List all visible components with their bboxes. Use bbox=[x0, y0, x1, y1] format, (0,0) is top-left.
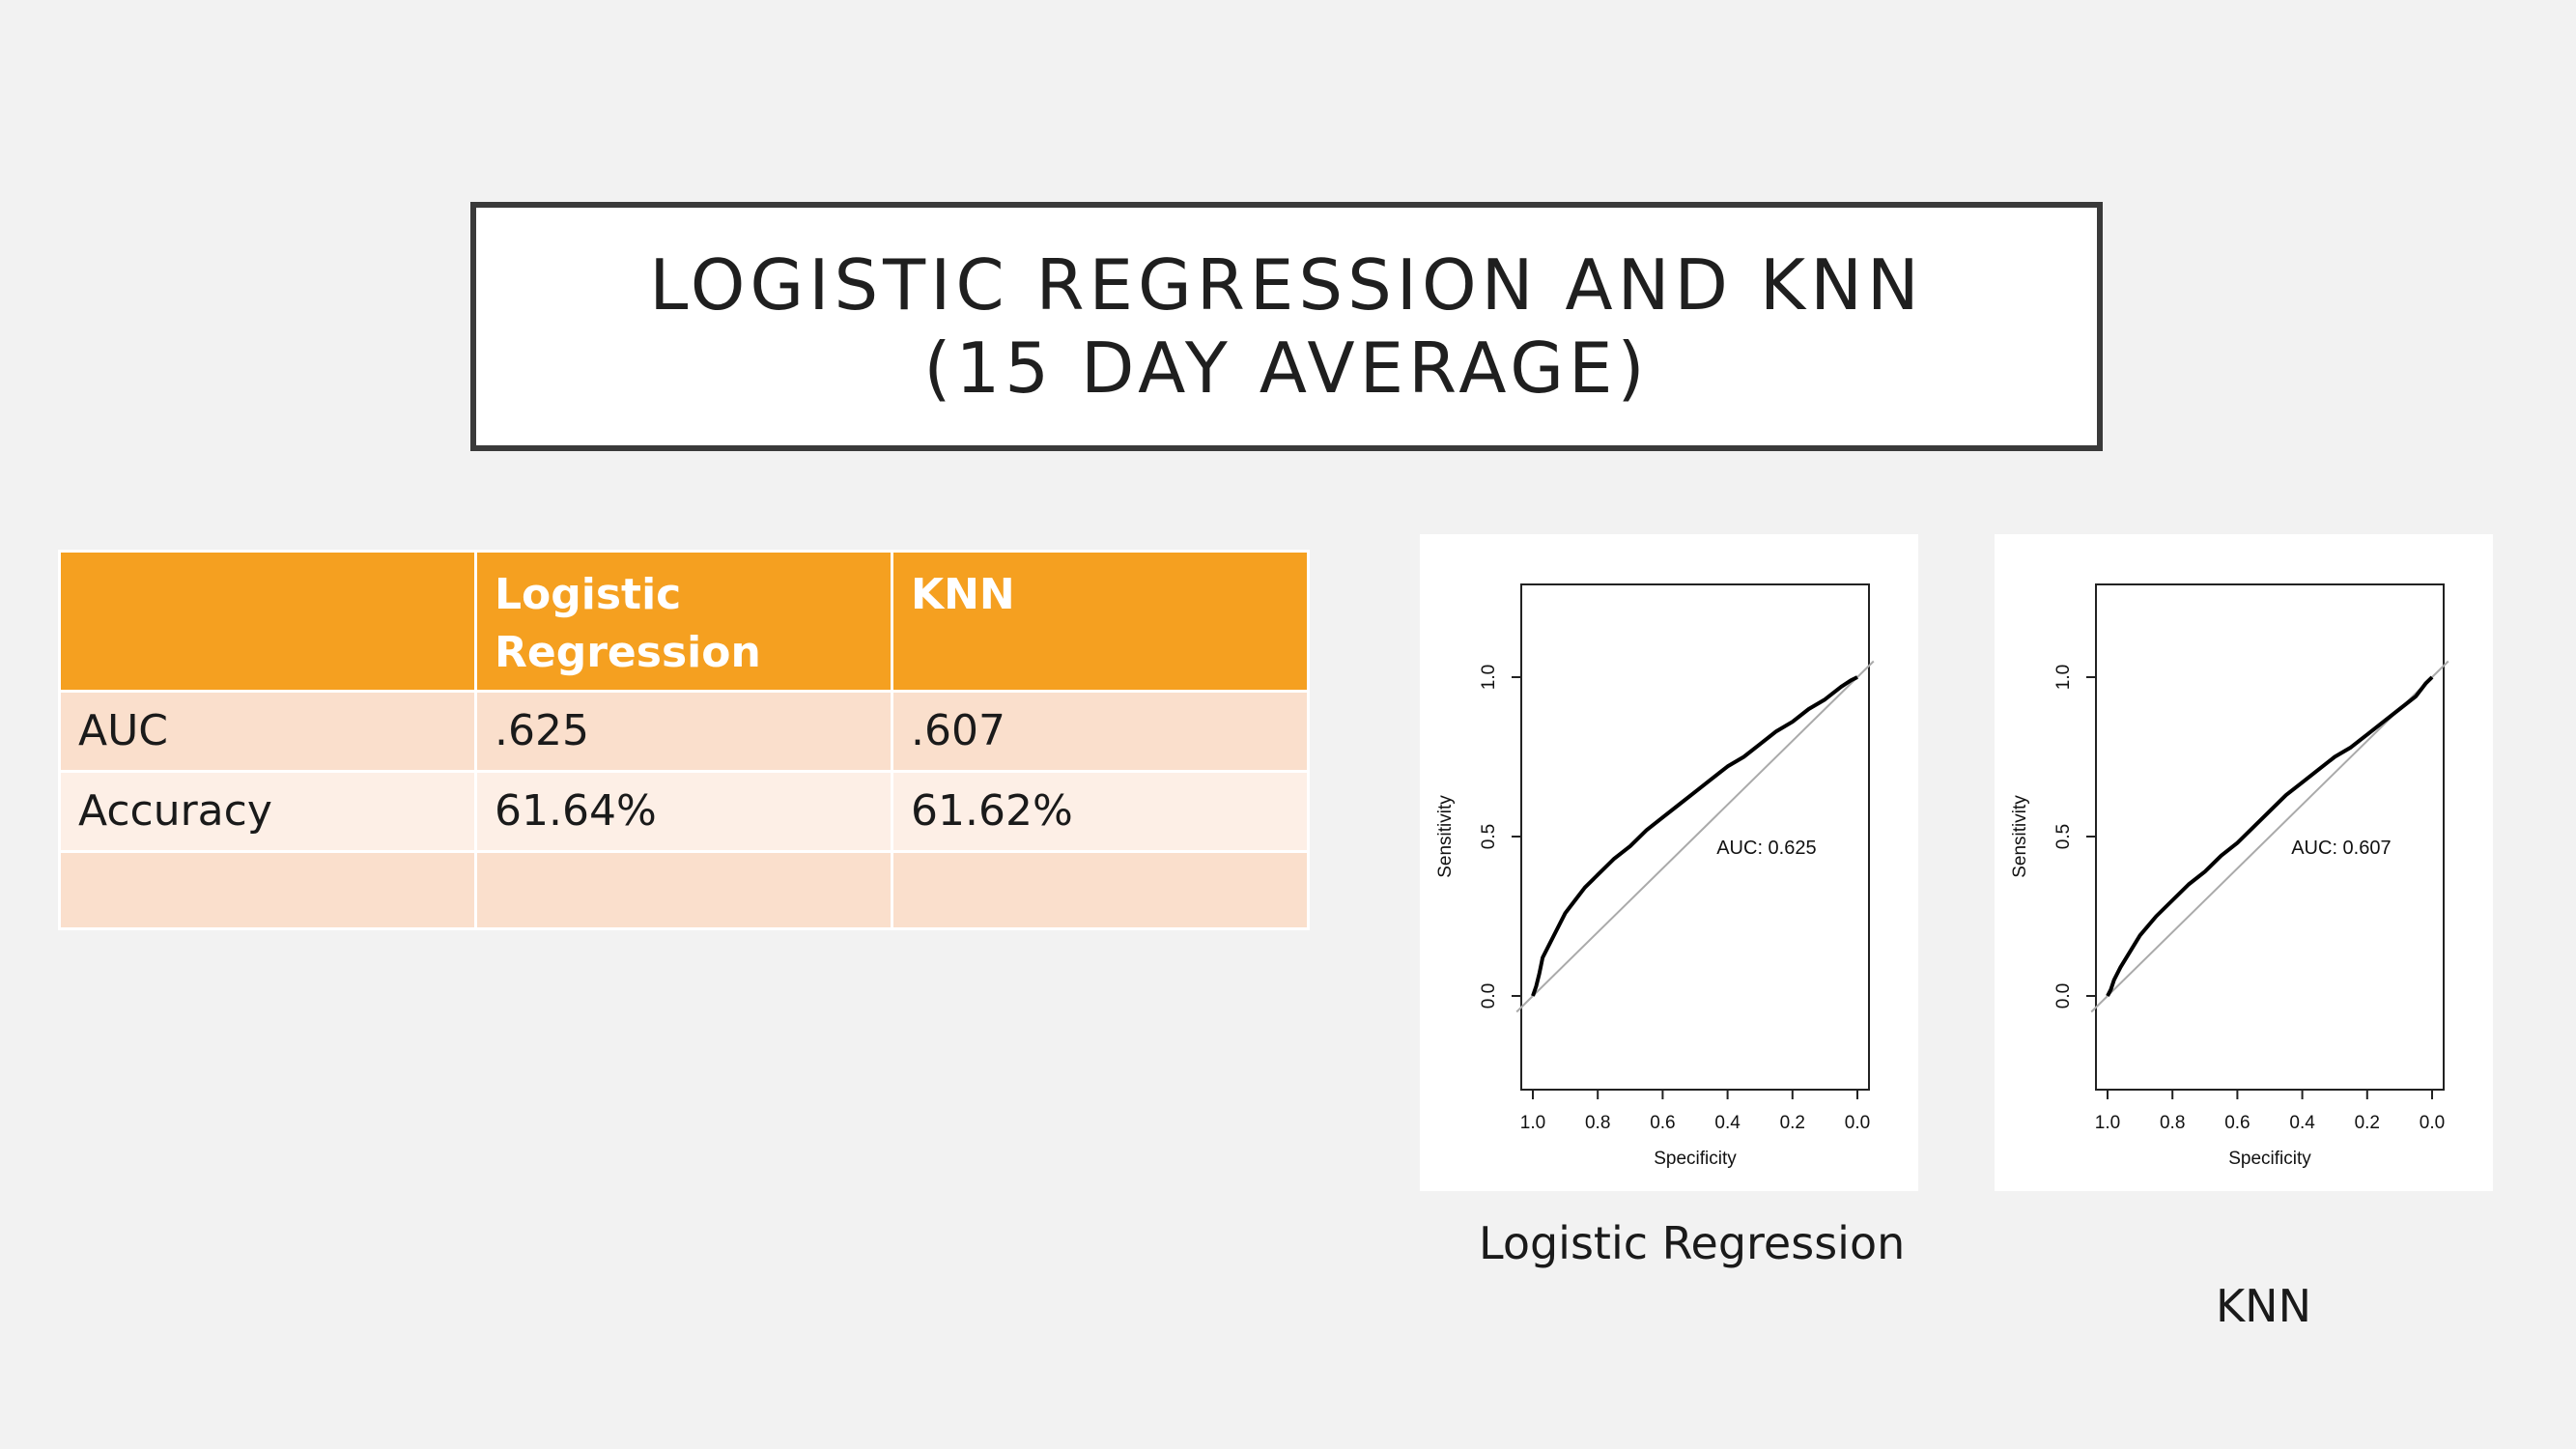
y-tick-label: 0.0 bbox=[1479, 983, 1499, 1009]
slide-title-line-2: (15 DAY AVERAGE) bbox=[923, 327, 1650, 409]
x-axis-title: Specificity bbox=[1654, 1149, 1737, 1169]
x-tick-label: 0.2 bbox=[1780, 1113, 1805, 1133]
auc-annotation: AUC: 0.625 bbox=[1716, 838, 1816, 859]
x-tick-label: 0.0 bbox=[2420, 1113, 2445, 1133]
table-row-label: Accuracy bbox=[58, 770, 477, 853]
table-row: Accuracy 61.64% 61.62% bbox=[58, 770, 1310, 853]
x-tick-label: 0.2 bbox=[2355, 1113, 2380, 1133]
slide-title-box: LOGISTIC REGRESSION AND KNN (15 DAY AVER… bbox=[470, 202, 2103, 451]
reference-diagonal-line bbox=[1515, 660, 1875, 1013]
table-row-label bbox=[58, 850, 477, 930]
x-axis-title: Specificity bbox=[2228, 1149, 2311, 1169]
table-cell: 61.64% bbox=[474, 770, 893, 853]
table-header-cell bbox=[58, 550, 477, 693]
roc-chart-knn: 1.0 0.8 0.6 0.4 0.2 0.0 0.0 0.5 1.0 Specificity Se… bbox=[1995, 534, 2493, 1191]
roc-curve bbox=[1531, 675, 1858, 997]
x-tick-label: 0.4 bbox=[2289, 1113, 2315, 1133]
table-cell: .607 bbox=[891, 690, 1310, 773]
roc-chart-svg: 1.0 0.8 0.6 0.4 0.2 0.0 0.0 0.5 1.0 Specificity Se… bbox=[1435, 583, 1875, 1169]
auc-annotation: AUC: 0.607 bbox=[2291, 838, 2391, 859]
x-tick-label: 0.0 bbox=[1845, 1113, 1870, 1133]
table-row bbox=[58, 850, 1310, 930]
x-tick-label: 1.0 bbox=[1520, 1113, 1545, 1133]
slide-title-line-1: LOGISTIC REGRESSION AND KNN bbox=[649, 244, 1924, 326]
x-tick-label: 0.6 bbox=[2224, 1113, 2250, 1133]
table-cell bbox=[891, 850, 1310, 930]
table-row-label: AUC bbox=[58, 690, 477, 773]
table-row: AUC .625 .607 bbox=[58, 690, 1310, 773]
table-header-row: Logistic Regression KNN bbox=[58, 550, 1310, 693]
x-tick-label: 1.0 bbox=[2095, 1113, 2120, 1133]
x-tick-label: 0.4 bbox=[1714, 1113, 1741, 1133]
y-axis-title: Sensitivity bbox=[1435, 795, 1456, 878]
table-cell bbox=[474, 850, 893, 930]
y-tick-label: 1.0 bbox=[2053, 665, 2074, 690]
roc-curve bbox=[2106, 675, 2434, 997]
caption-knn: KNN bbox=[2216, 1280, 2311, 1332]
table-cell: 61.62% bbox=[891, 770, 1310, 853]
table-header-cell: Logistic Regression bbox=[474, 550, 893, 693]
table-cell: .625 bbox=[474, 690, 893, 773]
table-header-cell: KNN bbox=[891, 550, 1310, 693]
x-tick-label: 0.6 bbox=[1650, 1113, 1675, 1133]
metrics-table: Logistic Regression KNN AUC .625 .607 Ac… bbox=[58, 550, 1310, 930]
x-tick-label: 0.8 bbox=[1585, 1113, 1610, 1133]
y-tick-label: 1.0 bbox=[1479, 665, 1499, 690]
y-tick-label: 0.5 bbox=[1479, 824, 1499, 849]
caption-logistic-regression: Logistic Regression bbox=[1479, 1217, 1906, 1269]
y-axis-title: Sensitivity bbox=[2010, 795, 2030, 878]
y-tick-label: 0.0 bbox=[2053, 983, 2074, 1009]
x-tick-label: 0.8 bbox=[2160, 1113, 2185, 1133]
y-tick-label: 0.5 bbox=[2053, 824, 2074, 849]
roc-chart-svg: 1.0 0.8 0.6 0.4 0.2 0.0 0.0 0.5 1.0 Specificity Se… bbox=[2010, 583, 2449, 1169]
roc-chart-logistic-regression: 1.0 0.8 0.6 0.4 0.2 0.0 0.0 0.5 1.0 Specificity Se… bbox=[1420, 534, 1918, 1191]
